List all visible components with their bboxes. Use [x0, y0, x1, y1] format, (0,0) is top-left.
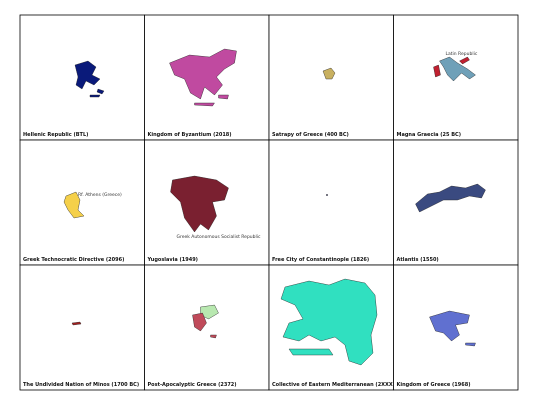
panel: Greek Autonomous Socialist Republic Yugo… [144, 139, 270, 266]
panel-label: Collective of Eastern Mediterranean (2XX… [272, 382, 395, 388]
panel-frame [393, 264, 519, 391]
annotation: Greek Autonomous Socialist Republic [177, 234, 262, 240]
panel: Rf. Athens (Greece) Greek Technocratic D… [19, 139, 145, 266]
panel-label: Satrapy of Greece (400 BC) [272, 132, 349, 138]
panel: Atlantis (1550) [393, 139, 519, 266]
panel-label: Yugoslavia (1949) [147, 257, 198, 263]
panel: Collective of Eastern Mediterranean (2XX… [268, 264, 395, 391]
territory [192, 312, 217, 339]
panel-label: The Undivided Nation of Minos (1700 BC) [23, 382, 139, 388]
panel: Kingdom of Greece (1968) [393, 264, 519, 391]
annotation: Latin Republic [446, 51, 478, 57]
territory [170, 175, 229, 233]
panel: Satrapy of Greece (400 BC) [268, 14, 394, 141]
panel-frame [268, 139, 394, 266]
territory [322, 67, 336, 80]
panel-frame [19, 264, 145, 391]
panel-label: Atlantis (1550) [397, 257, 439, 263]
panel: Free City of Constantinople (1826) [268, 139, 394, 266]
territory [169, 48, 237, 107]
panel-frame [393, 139, 519, 266]
territory [433, 56, 470, 78]
territory [326, 194, 329, 197]
panel: Kingdom of Byzantium (2018) [144, 14, 270, 141]
panel-label: Magna Graecia (25 BC) [397, 132, 461, 138]
territory [74, 60, 105, 98]
panel-frame [19, 139, 145, 266]
annotation: Rf. Athens (Greece) [78, 192, 122, 198]
territory [429, 310, 476, 347]
panel-frame [144, 264, 270, 391]
panel-label: Kingdom of Greece (1968) [397, 382, 471, 388]
panel-label: Post-Apocalyptic Greece (2372) [148, 382, 237, 388]
panel-label: Free City of Constantinople (1826) [272, 257, 369, 263]
territory [63, 191, 85, 219]
panel-label: Kingdom of Byzantium (2018) [148, 132, 232, 138]
territory [415, 183, 486, 213]
panel: Post-Apocalyptic Greece (2372) [144, 264, 270, 391]
territory [439, 56, 476, 82]
territory [280, 278, 378, 366]
panel: Latin Republic Magna Graecia (25 BC) [393, 14, 519, 141]
panel: Hellenic Republic (BTL) [19, 14, 145, 141]
panel: The Undivided Nation of Minos (1700 BC) [19, 264, 145, 391]
panel-label: Greek Technocratic Directive (2096) [23, 257, 124, 263]
territory [71, 321, 82, 326]
panel-label: Hellenic Republic (BTL) [23, 132, 88, 138]
